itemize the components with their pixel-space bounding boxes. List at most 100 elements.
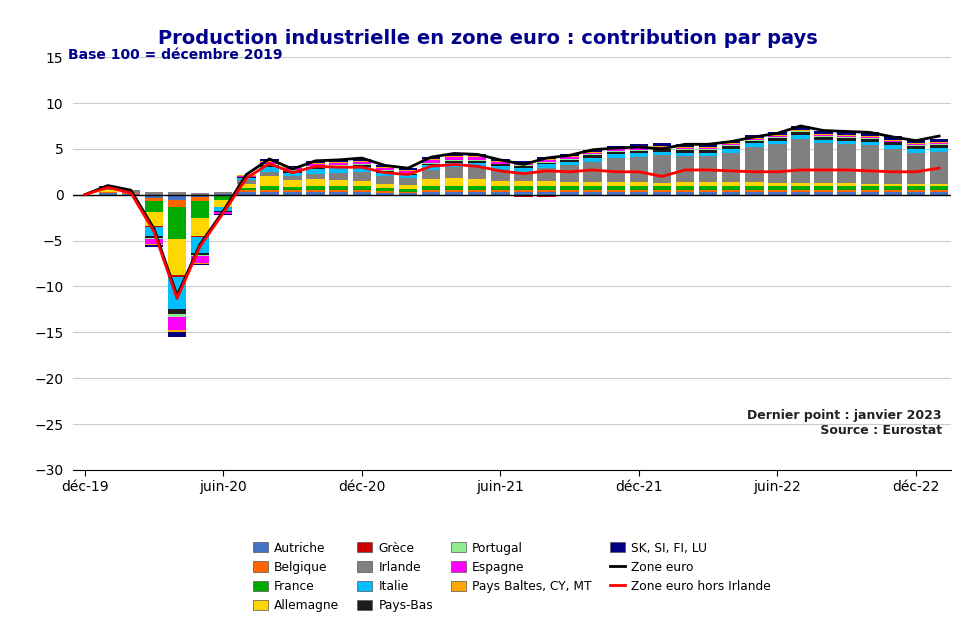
Bar (445, 157, 463, 160)
Bar (330, 162, 348, 163)
Bar (768, 135, 787, 136)
Bar (375, 191, 394, 193)
Bar (330, 187, 348, 190)
Bar (907, 145, 925, 146)
Bar (168, 314, 186, 317)
Bar (330, 180, 348, 187)
Bar (168, 192, 186, 195)
Bar (144, 227, 163, 236)
Bar (630, 150, 648, 154)
Bar (98, 193, 117, 195)
Bar (375, 193, 394, 195)
Bar (699, 156, 718, 182)
Bar (583, 154, 602, 156)
Bar (768, 144, 787, 183)
Bar (399, 185, 417, 189)
Bar (861, 184, 879, 187)
Bar (375, 189, 394, 191)
Bar (838, 137, 856, 138)
Bar (583, 187, 602, 190)
Bar (422, 159, 441, 160)
Bar (814, 190, 833, 192)
Bar (399, 192, 417, 193)
Bar (514, 192, 532, 195)
Bar (168, 206, 186, 239)
Bar (838, 135, 856, 136)
Bar (883, 184, 902, 187)
Bar (399, 171, 417, 173)
Bar (883, 145, 902, 149)
Bar (237, 184, 255, 189)
Bar (468, 163, 487, 167)
Bar (214, 196, 232, 200)
Bar (630, 187, 648, 190)
Bar (144, 238, 163, 239)
Bar (883, 190, 902, 192)
Bar (814, 140, 833, 144)
Bar (353, 172, 371, 181)
Bar (468, 154, 487, 156)
Bar (375, 171, 394, 173)
Bar (907, 140, 925, 144)
Bar (260, 161, 279, 162)
Text: Dernier point : janvier 2023
         Source : Eurostat: Dernier point : janvier 2023 Source : Eu… (748, 409, 942, 437)
Bar (399, 168, 417, 170)
Bar (468, 179, 487, 185)
Bar (122, 194, 140, 195)
Bar (561, 156, 579, 157)
Bar (861, 142, 879, 145)
Bar (883, 149, 902, 184)
Bar (399, 193, 417, 195)
Bar (375, 167, 394, 168)
Bar (722, 190, 740, 192)
Bar (330, 168, 348, 173)
Bar (514, 190, 532, 192)
Bar (491, 170, 510, 181)
Bar (445, 154, 463, 156)
Bar (792, 131, 810, 132)
Bar (191, 236, 210, 237)
Bar (260, 177, 279, 185)
Bar (652, 146, 671, 147)
Bar (445, 161, 463, 163)
Bar (561, 165, 579, 182)
Bar (907, 146, 925, 149)
Bar (191, 264, 210, 265)
Bar (144, 198, 163, 201)
Bar (468, 167, 487, 179)
Bar (306, 164, 325, 166)
Bar (745, 147, 763, 182)
Text: Production industrielle en zone euro : contribution par pays: Production industrielle en zone euro : c… (158, 29, 817, 48)
Bar (537, 163, 556, 164)
Bar (583, 182, 602, 187)
Bar (722, 187, 740, 190)
Bar (98, 190, 117, 192)
Bar (792, 126, 810, 130)
Bar (237, 175, 255, 177)
Bar (699, 144, 718, 147)
Bar (676, 182, 694, 187)
Bar (630, 157, 648, 182)
Bar (722, 146, 740, 149)
Bar (676, 150, 694, 152)
Bar (191, 263, 210, 264)
Bar (330, 165, 348, 166)
Bar (399, 173, 417, 175)
Bar (445, 163, 463, 167)
Bar (191, 256, 210, 263)
Bar (122, 193, 140, 194)
Bar (144, 245, 163, 247)
Bar (814, 137, 833, 140)
Bar (792, 130, 810, 131)
Bar (214, 200, 232, 206)
Bar (792, 183, 810, 187)
Bar (537, 164, 556, 168)
Bar (676, 147, 694, 148)
Bar (537, 162, 556, 163)
Bar (606, 154, 625, 158)
Bar (861, 190, 879, 192)
Bar (699, 190, 718, 192)
Bar (306, 161, 325, 163)
Bar (676, 187, 694, 190)
Bar (745, 139, 763, 140)
